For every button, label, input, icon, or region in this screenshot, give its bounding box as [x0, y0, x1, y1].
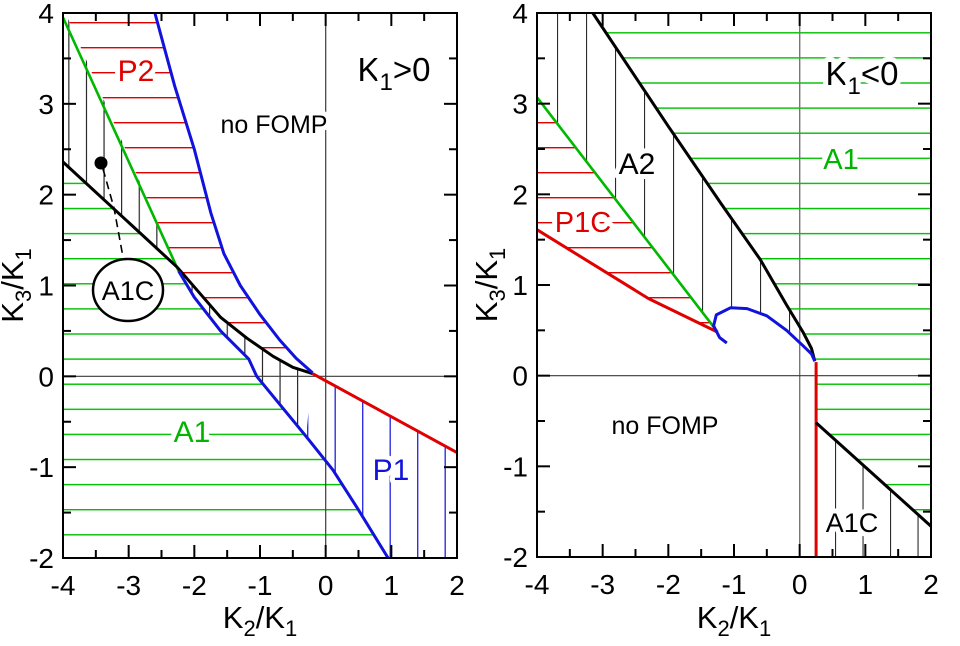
blue-p2-nofomp-boundary-left-k1-positive [153, 12, 314, 374]
a1c-leader-line [102, 168, 124, 258]
x-tick-label-left-k1-positive: -1 [248, 570, 273, 601]
panel-left-k1-positive: -4 -3 -2 -1 0 1 2 4 3 2 1 0 -1 -2 K2/K1 K3/K1 P2 no FOMP A… [0, 0, 465, 641]
x-tick-label-left-k1-positive: -3 [116, 570, 141, 601]
x-tick-label-right-k1-negative: -4 [525, 569, 550, 600]
label-nofomp-right-k1-negative: no FOMP [612, 412, 719, 440]
label-p2-left-k1-positive: P2 [118, 55, 155, 88]
x-tick-label-left-k1-positive: 2 [449, 570, 465, 601]
x-tick-label-right-k1-negative: 2 [923, 569, 939, 600]
y-tick-label-right-k1-negative: 2 [512, 179, 528, 210]
y-tick-label-right-k1-negative: 4 [512, 0, 528, 29]
red-p1-boundary-left-k1-positive [311, 372, 458, 454]
region-p1-left-k1-positive [306, 373, 457, 558]
x-tick-label-left-k1-positive: -4 [51, 570, 76, 601]
y-tick-label-left-k1-positive: 0 [38, 361, 54, 392]
ticks-left-k1-positive [62, 12, 458, 559]
y-tick-label-left-k1-positive: 4 [38, 0, 54, 29]
y-tick-label-right-k1-negative: 1 [512, 270, 528, 301]
y-tick-label-left-k1-positive: 3 [38, 89, 54, 120]
green-a1-p2-boundary-left-k1-positive [61, 16, 180, 272]
region-a1-left-k1-positive [63, 162, 389, 558]
label-a1-left-k1-positive: A1 [174, 416, 211, 449]
green-p1c-a2-boundary-right-k1-negative [535, 96, 719, 333]
y-axis-title-left-k1-positive: K3/K1 [0, 248, 36, 322]
region-a2-right-k1-negative [537, 13, 815, 362]
region-a1-right-k1-negative [592, 13, 931, 527]
label-a1-right-k1-negative: A1 [823, 144, 858, 176]
y-tick-label-left-k1-positive: 1 [38, 271, 54, 302]
black-a1c-boundary-right-k1-negative [815, 421, 933, 528]
x-tick-label-left-k1-positive: 0 [318, 570, 334, 601]
region-a1c-right-k1-negative [816, 422, 931, 557]
x-tick-label-right-k1-negative: -3 [590, 569, 615, 600]
label-k_10-left-k1-positive: K1>0 [358, 51, 431, 96]
label-nofomp-left-k1-positive: no FOMP [221, 111, 328, 139]
x-tick-label-right-k1-negative: -1 [722, 569, 747, 600]
x-tick-label-left-k1-positive: -2 [182, 570, 207, 601]
x-axis-title-right-k1-negative: K2/K1 [697, 600, 771, 641]
y-axis-title-right-k1-negative: K3/K1 [469, 248, 510, 322]
blue-a1-p1-boundary-left-k1-positive [177, 270, 390, 559]
label-k_10-right-k1-negative: K1<0 [826, 55, 899, 100]
a1c-marker-dot [94, 156, 108, 170]
y-tick-label-right-k1-negative: -2 [503, 542, 528, 573]
y-tick-label-left-k1-positive: -2 [29, 543, 54, 574]
blue-hook-boundary-right-k1-negative [712, 306, 817, 362]
red-p1c-boundary-right-k1-negative [536, 228, 719, 334]
region-a1c-left-k1-positive [177, 267, 313, 437]
y-tick-label-left-k1-positive: 2 [38, 180, 54, 211]
region-p2-left-k1-positive [65, 13, 313, 373]
x-tick-label-right-k1-negative: 1 [858, 569, 874, 600]
x-axis-title-left-k1-positive: K2/K1 [223, 600, 297, 641]
x-tick-label-left-k1-positive: 1 [384, 570, 400, 601]
black-a2-a1-boundary-right-k1-negative [591, 12, 817, 362]
x-tick-label-right-k1-negative: 0 [792, 569, 808, 600]
y-tick-label-left-k1-positive: -1 [29, 452, 54, 483]
label-a1c-circled: A1C [102, 276, 155, 306]
ticks-right-k1-negative [536, 12, 932, 558]
label-p1c-right-k1-negative: P1C [555, 207, 611, 239]
label-a2-right-k1-negative: A2 [619, 148, 656, 181]
label-p1-left-k1-positive: P1 [373, 454, 410, 487]
a1c-label-circle [91, 257, 165, 323]
black-a1c-boundary-left-k1-positive [61, 160, 313, 376]
y-tick-label-right-k1-negative: 0 [512, 361, 528, 392]
y-tick-label-right-k1-negative: -1 [503, 451, 528, 482]
x-tick-label-right-k1-negative: -2 [656, 569, 681, 600]
y-tick-label-right-k1-negative: 3 [512, 89, 528, 120]
label-a1c-right-k1-negative: A1C [826, 508, 879, 538]
